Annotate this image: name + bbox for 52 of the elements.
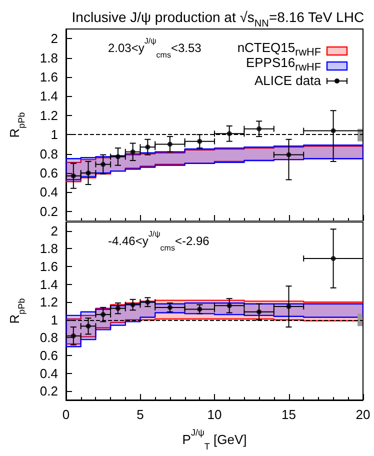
y-axis-title: RpPb — [7, 112, 26, 138]
y-tick-label: 1.4 — [40, 276, 58, 292]
x-tick-label: 0 — [62, 407, 70, 422]
point — [86, 170, 91, 176]
point — [286, 304, 292, 310]
y-tick-label: 0.6 — [40, 348, 58, 363]
point — [100, 312, 106, 318]
y-tick-label: 1 — [50, 127, 58, 142]
y-tick-label: 0.4 — [40, 184, 58, 200]
point — [130, 149, 136, 154]
y-tick-label: 0.2 — [40, 384, 58, 399]
point — [330, 128, 336, 134]
y-tick-label: 1.6 — [40, 259, 58, 274]
point — [86, 324, 91, 329]
point — [130, 302, 136, 308]
x-tick-label: 20 — [356, 407, 370, 422]
point — [256, 126, 262, 132]
y-tick-label: 0.6 — [40, 166, 58, 180]
y-tick-label: 2 — [50, 223, 58, 238]
point — [197, 306, 202, 312]
y-tick-label: 1.8 — [40, 241, 58, 256]
x-tick-label: 10 — [207, 407, 222, 422]
y-tick-label: 0.4 — [40, 366, 58, 381]
y-tick-label: 1.2 — [40, 294, 58, 310]
point — [330, 256, 336, 261]
y-tick-label: 1.4 — [40, 88, 58, 104]
point — [256, 309, 262, 314]
y-tick-label: 0.2 — [40, 204, 58, 219]
point — [70, 173, 76, 178]
point — [100, 162, 106, 167]
y-tick-label: 1.8 — [40, 50, 58, 66]
y-tick-label: 0.8 — [40, 330, 58, 346]
x-tick-label: 15 — [282, 407, 296, 422]
point — [167, 304, 172, 310]
point — [197, 138, 202, 144]
point — [70, 333, 76, 338]
y-tick-label: 0.8 — [40, 146, 58, 162]
y-tick-label: 1.2 — [40, 108, 58, 123]
point — [145, 300, 150, 305]
point — [226, 303, 232, 308]
point — [115, 306, 120, 311]
point — [286, 152, 292, 158]
legend-label: ALICE data — [254, 73, 321, 88]
y-tick-label: 1 — [50, 312, 58, 328]
point — [115, 154, 120, 160]
point — [226, 131, 232, 136]
y-axis-title: RpPb — [7, 298, 26, 324]
point — [145, 144, 150, 150]
y-tick-label: 2 — [50, 31, 58, 46]
y-tick-label: 1.6 — [40, 70, 58, 84]
x-tick-label: 5 — [136, 407, 144, 422]
point — [167, 142, 172, 147]
